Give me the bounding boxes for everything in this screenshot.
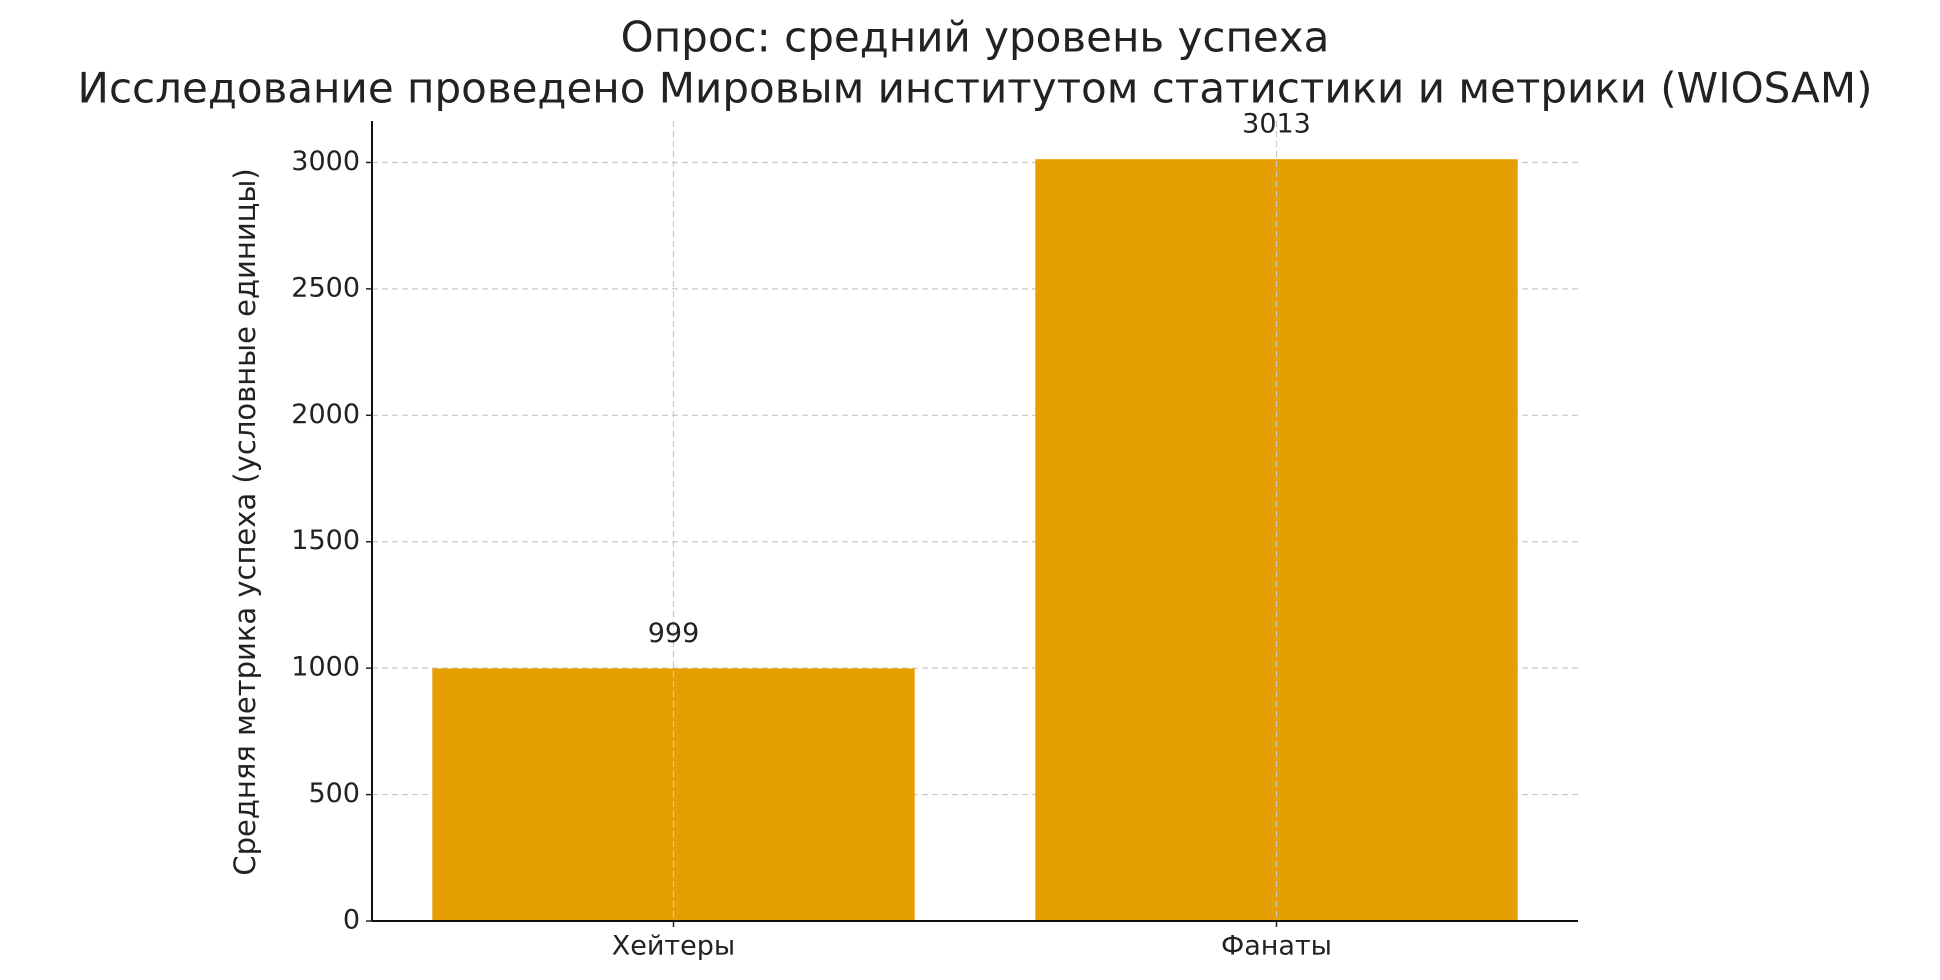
y-tick-label: 2000 [291, 399, 360, 430]
x-tick-label: Фанаты [1221, 931, 1332, 962]
chart-subtitle: Исследование проведено Мировым институто… [78, 64, 1873, 113]
y-tick-label: 1500 [291, 525, 360, 556]
y-tick-label: 0 [343, 905, 360, 936]
chart-title: Опрос: средний уровень успеха [621, 13, 1330, 62]
y-axis-label: Средняя метрика успеха (условные единицы… [228, 168, 262, 875]
y-tick-label: 1000 [291, 652, 360, 683]
x-tick-label: Хейтеры [612, 931, 735, 962]
value-label: 999 [648, 618, 700, 649]
y-tick-label: 3000 [291, 146, 360, 177]
y-tick-label: 2500 [291, 272, 360, 303]
y-tick-label: 500 [308, 778, 360, 809]
value-label: 3013 [1242, 109, 1311, 140]
